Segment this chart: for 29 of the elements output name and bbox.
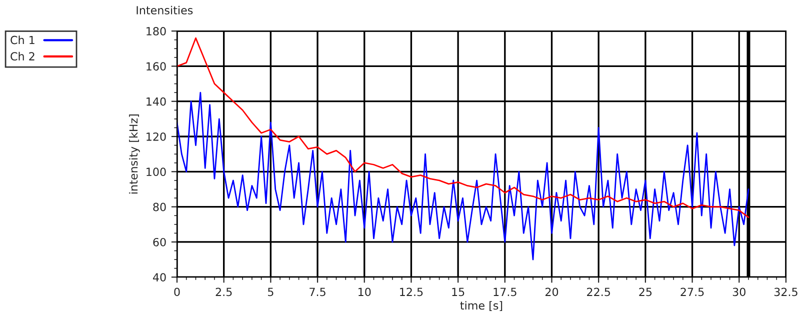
line-series bbox=[177, 37, 750, 218]
y-tick-label: 40 bbox=[152, 273, 166, 282]
y-tick-label: 140 bbox=[146, 97, 166, 106]
x-axis-title: time [s] bbox=[460, 301, 502, 311]
legend-label: Ch 1 bbox=[10, 36, 34, 44]
x-tick-label: 22.5 bbox=[587, 288, 610, 296]
y-tick-label: 180 bbox=[146, 27, 166, 36]
x-tick-label: 15 bbox=[452, 288, 464, 296]
x-tick-label: 12.5 bbox=[400, 288, 423, 296]
y-tick-label: 160 bbox=[146, 62, 166, 71]
x-tick-label: 17.5 bbox=[494, 288, 516, 296]
y-axis-title: intensity [kHz] bbox=[129, 114, 140, 194]
y-tick-label: 80 bbox=[153, 202, 166, 212]
x-tick-label: 5 bbox=[268, 288, 274, 296]
legend-label: Ch 2 bbox=[10, 52, 34, 61]
x-tick-label: 32.5 bbox=[774, 288, 798, 296]
x-tick-label: 0 bbox=[174, 288, 180, 296]
x-tick-label: 30 bbox=[732, 288, 746, 296]
x-tick-label: 20 bbox=[545, 288, 558, 296]
x-tick-label: 27.5 bbox=[680, 288, 704, 296]
x-tick-label: 7.5 bbox=[310, 288, 326, 296]
x-tick-label: 25 bbox=[639, 288, 652, 296]
chart-title: Intensities bbox=[136, 6, 193, 14]
y-tick-label: 60 bbox=[153, 238, 166, 246]
x-tick-label: 2.5 bbox=[216, 288, 232, 296]
y-tick-label: 100 bbox=[146, 168, 166, 176]
line-series bbox=[177, 92, 750, 260]
y-tick-label: 120 bbox=[146, 132, 166, 141]
x-tick-label: 10 bbox=[358, 288, 371, 296]
